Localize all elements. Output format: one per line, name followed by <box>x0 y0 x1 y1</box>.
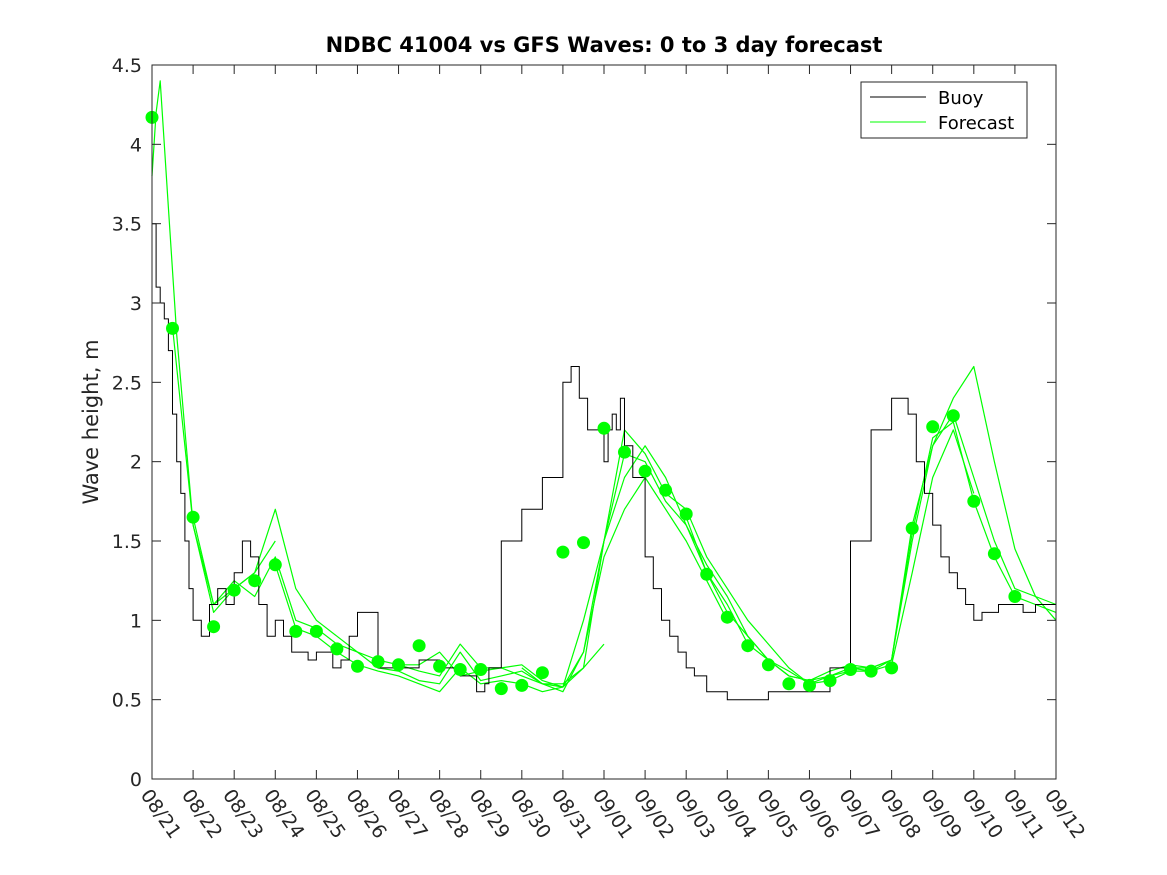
forecast-point <box>638 464 652 478</box>
forecast-point <box>166 321 179 335</box>
forecast-point <box>494 682 508 696</box>
forecast-point <box>967 494 981 508</box>
forecast-point <box>371 655 385 669</box>
forecast-point <box>577 536 590 550</box>
forecast-point <box>309 624 323 638</box>
forecast-line-1 <box>171 326 605 685</box>
forecast-point <box>351 659 364 673</box>
forecast-point <box>268 558 282 572</box>
y-tick-label: 1.5 <box>112 531 142 553</box>
forecast-point <box>330 642 344 656</box>
forecast-point <box>433 659 447 673</box>
forecast-point <box>515 678 529 692</box>
forecast-point <box>227 583 241 597</box>
forecast-point <box>289 624 303 638</box>
forecast-point <box>453 663 467 676</box>
forecast-point <box>679 507 693 521</box>
y-tick-label: 2.5 <box>112 372 142 394</box>
forecast-point <box>864 664 878 678</box>
forecast-point <box>556 545 570 559</box>
forecast-point <box>1008 590 1022 603</box>
forecast-point <box>474 663 488 676</box>
y-tick-label: 4 <box>130 134 142 156</box>
chart-title: NDBC 41004 vs GFS Waves: 0 to 3 day fore… <box>326 33 883 57</box>
forecast-point <box>392 658 405 672</box>
forecast-point <box>987 547 1001 561</box>
marker-layer <box>145 110 1022 696</box>
forecast-point <box>618 445 631 459</box>
forecast-point <box>207 620 221 634</box>
y-tick-label: 1 <box>130 610 142 632</box>
y-tick-label: 3.5 <box>112 214 142 236</box>
legend-forecast-label: Forecast <box>938 113 1014 134</box>
y-tick-label: 0.5 <box>112 690 142 712</box>
legend-box <box>860 81 1028 139</box>
forecast-point <box>844 663 857 676</box>
forecast-point <box>248 574 262 588</box>
y-axis-label: Wave height, m <box>79 339 103 504</box>
forecast-line-5 <box>521 365 1057 688</box>
forecast-point <box>926 420 940 434</box>
forecast-point <box>700 567 714 581</box>
forecast-point <box>535 666 549 680</box>
y-tick-label: 3 <box>130 293 142 315</box>
buoy-line <box>152 223 1057 701</box>
forecast-point <box>761 658 775 672</box>
legend: Buoy Forecast <box>860 81 1028 139</box>
forecast-point <box>905 521 919 535</box>
forecast-point <box>823 674 837 688</box>
legend-buoy-label: Buoy <box>938 88 984 109</box>
y-tick-label: 2 <box>130 452 142 474</box>
forecast-point <box>720 610 734 624</box>
y-tick-label: 4.5 <box>112 55 142 77</box>
forecast-point <box>803 678 816 692</box>
y-tick-label: 0 <box>130 769 142 791</box>
forecast-line-2 <box>192 476 728 693</box>
forecast-point <box>659 483 673 497</box>
forecast-point <box>186 510 200 524</box>
forecast-point <box>597 421 611 435</box>
forecast-point <box>741 639 755 653</box>
forecast-point <box>885 661 899 675</box>
forecast-point <box>782 677 796 691</box>
forecast-point <box>946 409 960 423</box>
forecast-point <box>412 639 426 653</box>
